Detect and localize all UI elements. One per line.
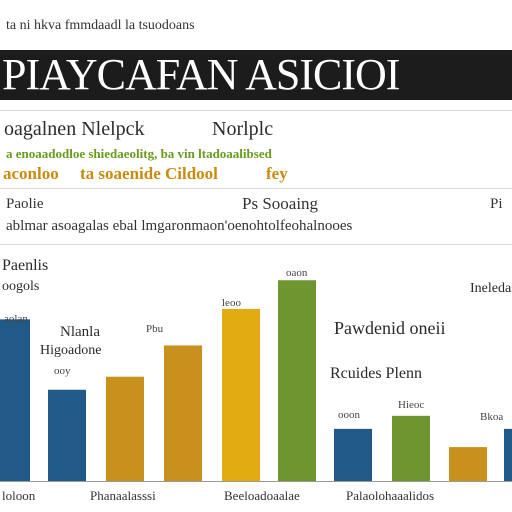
data-label: aolan — [4, 313, 28, 325]
chart-label: Ineledas — [470, 281, 512, 296]
chart-label: Paenlis — [2, 257, 48, 274]
bar — [392, 415, 430, 481]
chart-label: Pawdenid oneii — [334, 318, 445, 338]
x-tick-label: Beeloadoaalae — [224, 488, 300, 503]
divider — [0, 244, 512, 245]
data-label: leoo — [222, 297, 241, 309]
data-label: ooy — [54, 365, 71, 377]
info-right: Pi — [490, 196, 503, 212]
description-line: ablmar asoagalas ebal lmgaronmaon'oenoht… — [6, 218, 353, 234]
chart-label: Higoadone — [40, 343, 101, 358]
x-axis-line — [0, 481, 512, 482]
divider — [0, 110, 512, 111]
data-label: oaon — [286, 267, 308, 279]
subtitle-left: oagalnen Nlelpck — [4, 118, 145, 140]
bar — [0, 319, 30, 481]
bar — [106, 376, 144, 481]
data-label: ooon — [338, 409, 361, 421]
bar — [504, 428, 512, 481]
x-tick-label: Palaolohaaalidos — [346, 488, 434, 503]
bar — [278, 280, 316, 481]
green-caption: a enoaadodloe shiedaeolitg, ba vin ltado… — [6, 146, 272, 161]
data-label: Pbu — [146, 323, 164, 335]
chart-label: Rcuides Plenn — [330, 365, 422, 382]
data-label: Bkoa — [480, 411, 503, 423]
bar — [334, 428, 372, 481]
data-label: Hieoc — [398, 399, 424, 411]
bar — [449, 447, 487, 481]
subtitle-right: Norlplc — [212, 118, 274, 140]
orange-label-left: aconloo — [3, 164, 59, 183]
top-caption: ta ni hkva fmmdaadl la tsuodoans — [6, 18, 195, 33]
orange-label-mid: ta soaenide Cildool — [80, 164, 218, 183]
info-mid: Ps Sooaing — [242, 194, 319, 213]
bar — [48, 389, 86, 481]
x-tick-label: loloon — [2, 488, 36, 503]
divider — [0, 188, 512, 189]
bar — [222, 308, 260, 481]
bar — [164, 345, 202, 481]
x-tick-label: Phanaalasssi — [90, 488, 156, 503]
chart-label: oogols — [2, 279, 39, 294]
info-left: Paolie — [6, 196, 44, 212]
page-title: PIAYCAFAN ASICIOI — [0, 50, 512, 100]
chart-label: Nlanla — [60, 324, 100, 340]
orange-label-right: fey — [266, 164, 288, 183]
